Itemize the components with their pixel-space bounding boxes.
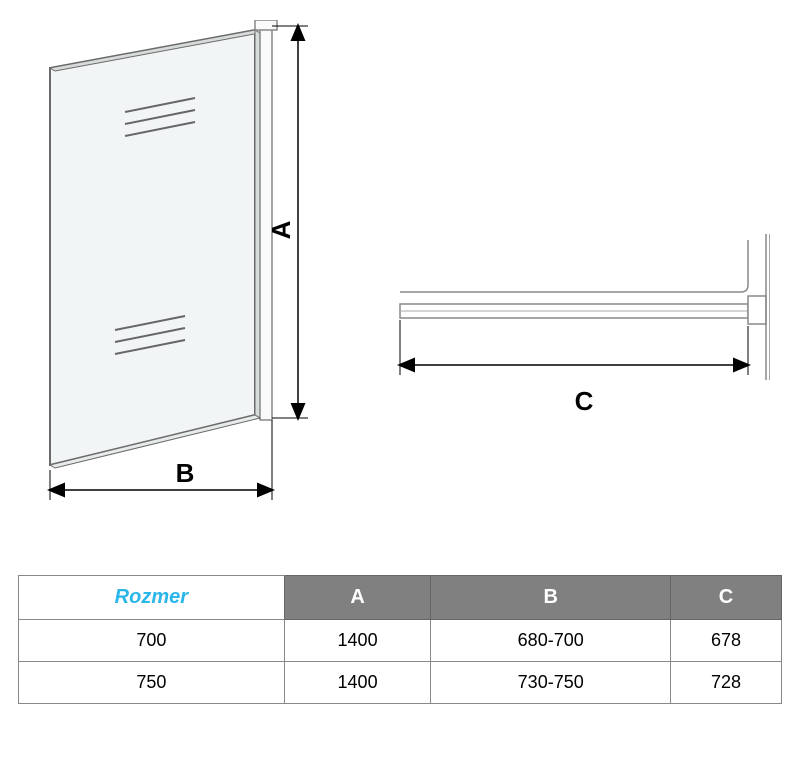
label-a: A [266,220,296,239]
header-b: B [431,576,671,620]
top-view [400,234,770,380]
cell-a: 1400 [284,620,431,662]
dimensions-table-wrap: Rozmer A B C 700 1400 680-700 678 750 14… [18,575,782,704]
table-header-row: Rozmer A B C [19,576,782,620]
cell-b: 730-750 [431,662,671,704]
label-c: C [575,386,594,416]
table-body: 700 1400 680-700 678 750 1400 730-750 72… [19,620,782,704]
diagram-area: A B C [30,20,770,520]
cell-c: 678 [671,620,782,662]
header-a: A [284,576,431,620]
label-b: B [176,458,195,488]
table-row: 700 1400 680-700 678 [19,620,782,662]
header-c: C [671,576,782,620]
header-rozmer: Rozmer [19,576,285,620]
glass-panel [50,20,277,468]
dimensions-table: Rozmer A B C 700 1400 680-700 678 750 14… [18,575,782,704]
cell-c: 728 [671,662,782,704]
cell-b: 680-700 [431,620,671,662]
cell-a: 1400 [284,662,431,704]
dimension-diagram: A B C [30,20,770,520]
dimension-c: C [400,320,748,416]
table-row: 750 1400 730-750 728 [19,662,782,704]
cell-size: 700 [19,620,285,662]
cell-size: 750 [19,662,285,704]
